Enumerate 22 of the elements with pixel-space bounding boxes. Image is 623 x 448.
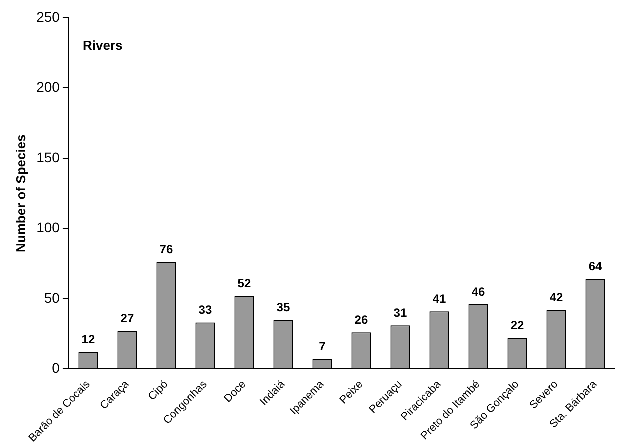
data-label: 27 — [120, 312, 134, 326]
data-label: 42 — [550, 290, 564, 304]
data-label: 12 — [82, 332, 96, 347]
y-tick-label: 50 — [44, 290, 60, 306]
y-tick-label: 100 — [36, 220, 60, 236]
data-label: 22 — [510, 318, 524, 333]
y-tick-label: 250 — [36, 8, 60, 25]
text: Rivers — [82, 38, 123, 54]
data-label: 35 — [276, 300, 290, 314]
data-label: 76 — [160, 242, 174, 257]
y-axis-title: Number of Species — [13, 134, 28, 252]
data-label: 46 — [472, 284, 486, 299]
data-label: 64 — [588, 260, 602, 274]
y-tick-label: 150 — [36, 149, 60, 166]
data-label: 41 — [432, 292, 446, 306]
data-label: 31 — [394, 306, 408, 320]
data-label: 52 — [238, 276, 252, 290]
y-tick-label: 0 — [52, 360, 60, 376]
y-tick-label: 200 — [36, 79, 60, 96]
data-label: 26 — [354, 312, 368, 327]
data-label: 7 — [319, 340, 326, 354]
data-label: 33 — [198, 303, 212, 318]
